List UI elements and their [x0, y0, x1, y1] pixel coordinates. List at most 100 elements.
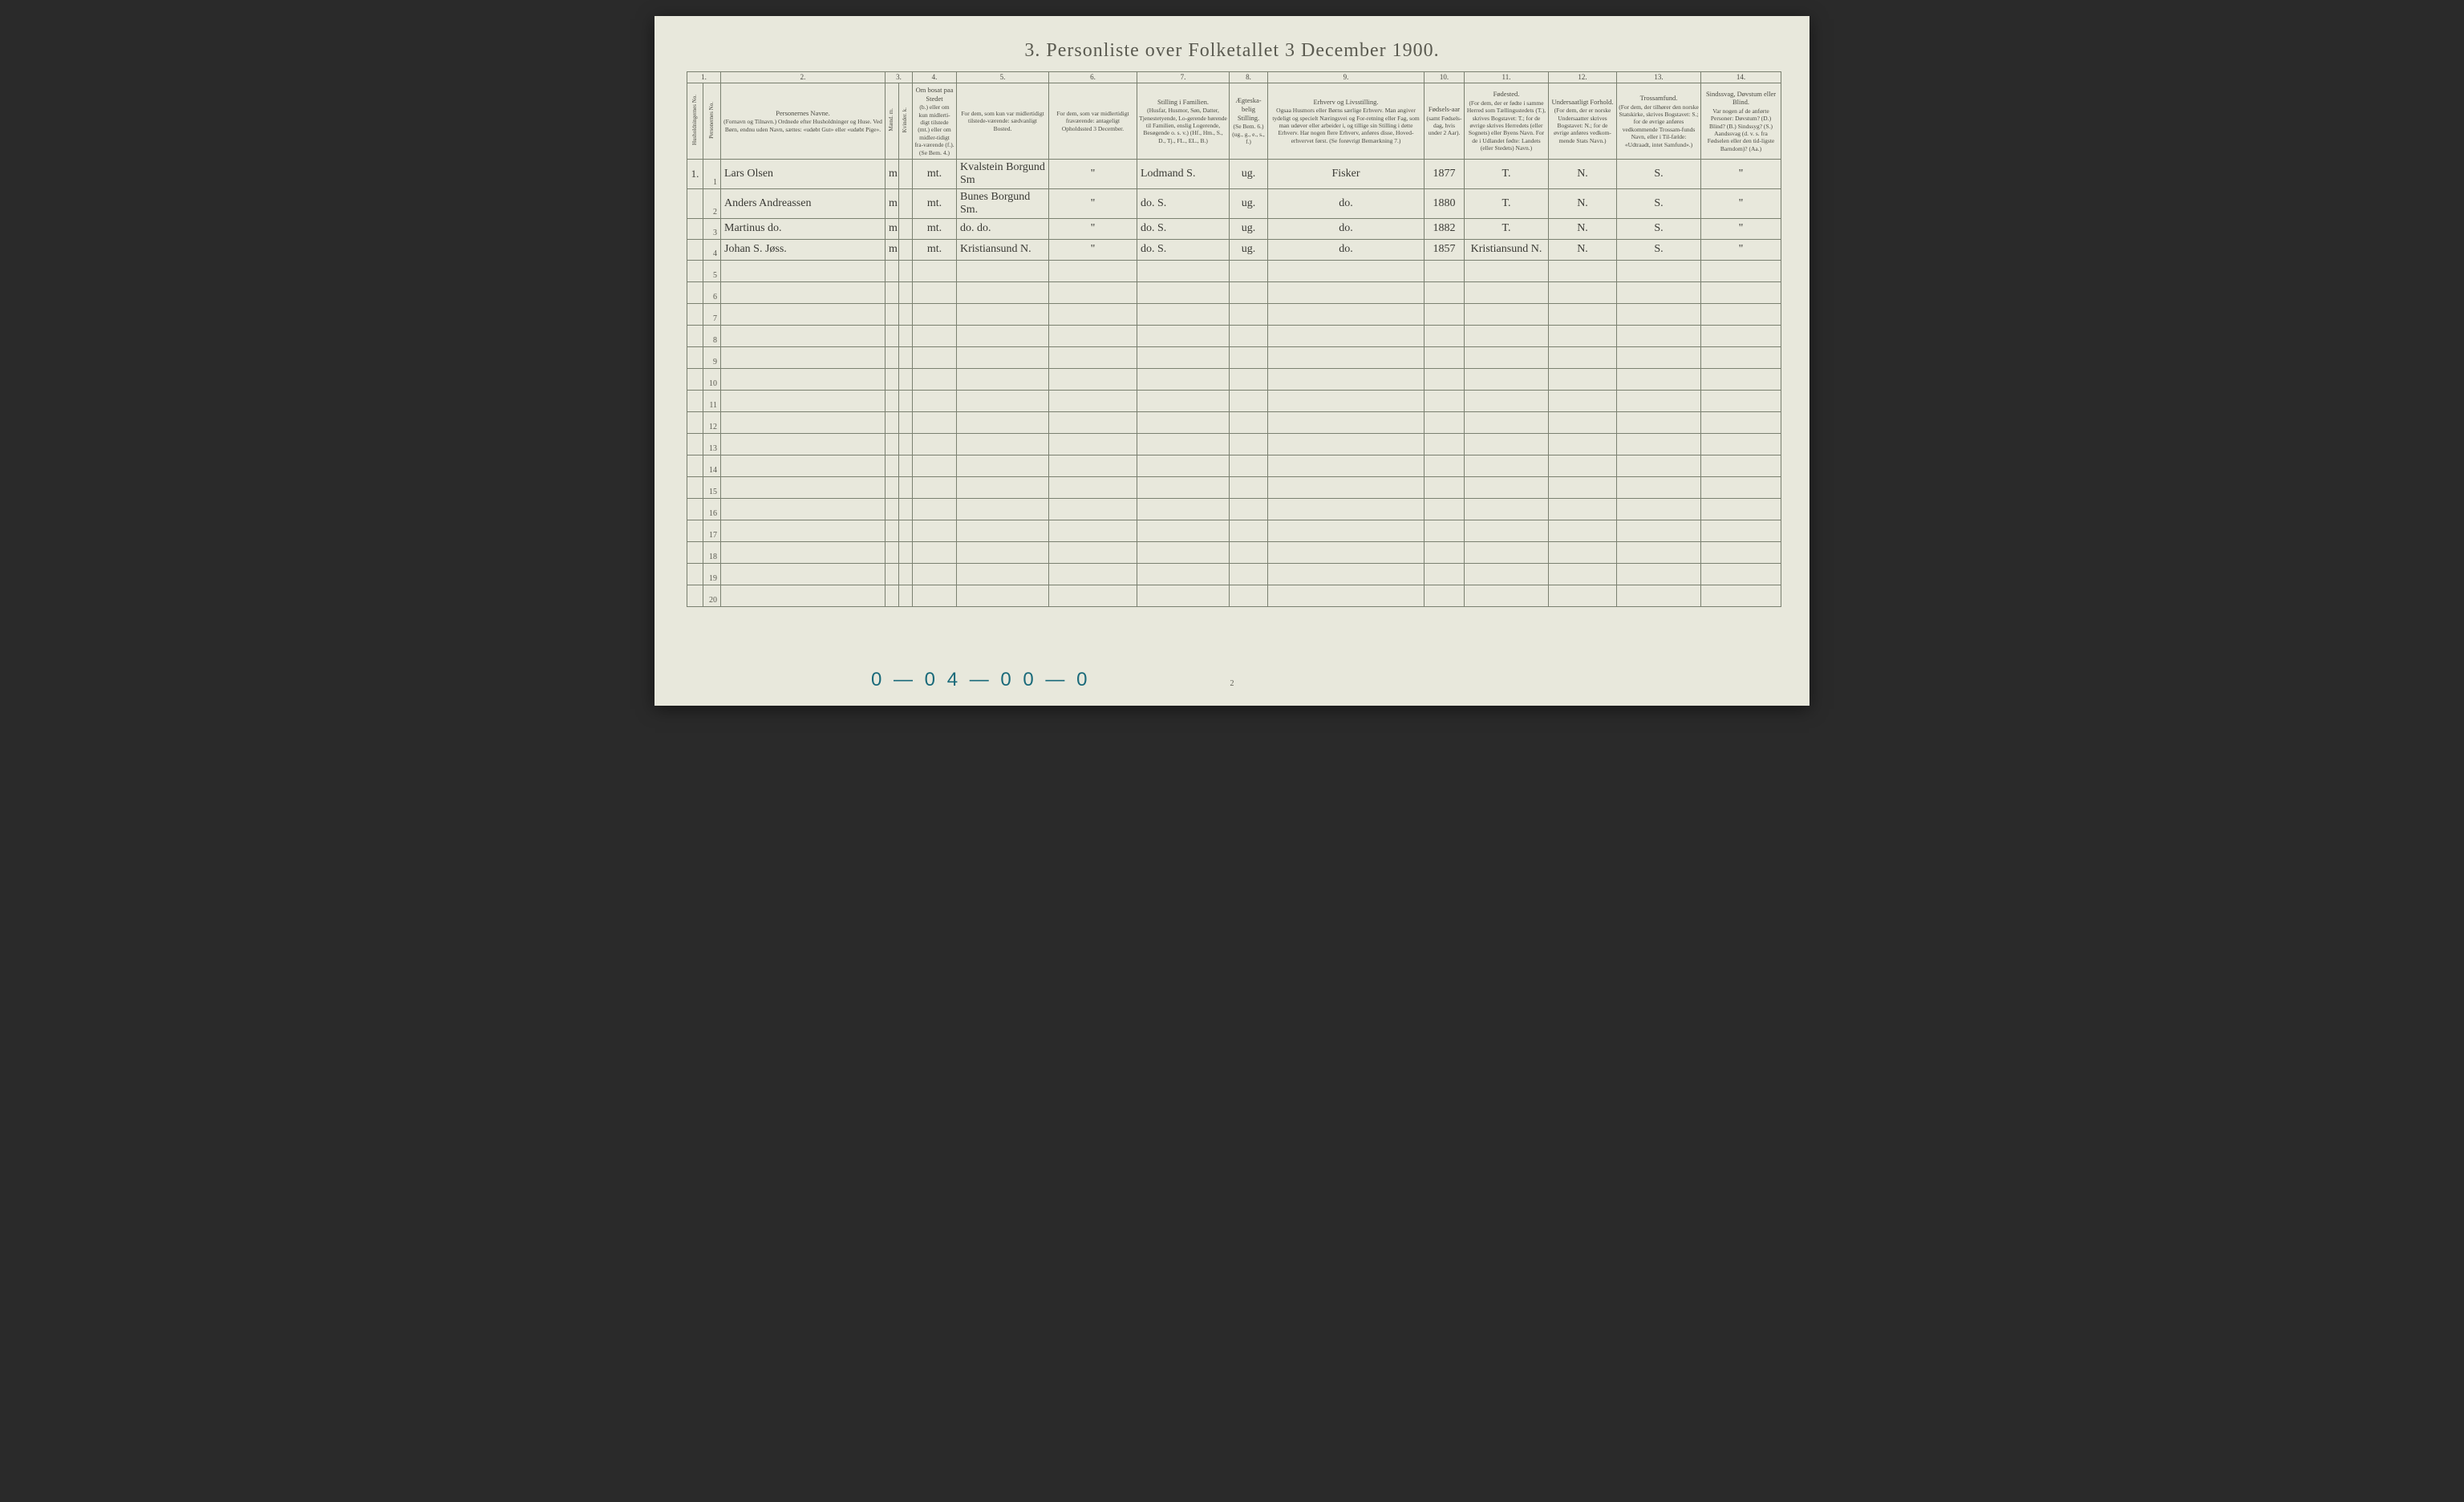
cell-family-position — [1137, 260, 1230, 281]
cell-sex-m: m — [886, 159, 899, 188]
cell-family-position — [1137, 303, 1230, 325]
cell-birthplace — [1465, 260, 1549, 281]
colnum-4: 4. — [913, 72, 957, 83]
table-row: 1.1Lars Olsenmmt.Kvalstein Borgund Sm"Lo… — [687, 159, 1781, 188]
cell-religion: S. — [1617, 159, 1701, 188]
cell-sex-k — [899, 498, 913, 520]
cell-person-no: 5 — [703, 260, 721, 281]
cell-family-position — [1137, 585, 1230, 606]
cell-disability — [1701, 325, 1781, 346]
cell-whereabouts — [1049, 368, 1137, 390]
cell-residence — [913, 346, 957, 368]
cell-sex-k — [899, 520, 913, 541]
cell-occupation — [1268, 476, 1424, 498]
cell-whereabouts — [1049, 541, 1137, 563]
cell-religion — [1617, 368, 1701, 390]
table-row: 3Martinus do.mmt.do. do."do. S.ug.do.188… — [687, 218, 1781, 239]
cell-name: Lars Olsen — [721, 159, 886, 188]
cell-family-position — [1137, 368, 1230, 390]
cell-birthplace — [1465, 368, 1549, 390]
cell-birth-year: 1880 — [1424, 188, 1465, 218]
cell-residence: mt. — [913, 159, 957, 188]
cell-name: Johan S. Jøss. — [721, 239, 886, 260]
table-row: 10 — [687, 368, 1781, 390]
cell-usual-residence — [957, 303, 1049, 325]
cell-birth-year — [1424, 260, 1465, 281]
cell-household-no — [687, 455, 703, 476]
cell-birth-year — [1424, 433, 1465, 455]
cell-family-position — [1137, 563, 1230, 585]
cell-sex-m — [886, 520, 899, 541]
cell-birthplace — [1465, 498, 1549, 520]
cell-sex-k — [899, 368, 913, 390]
cell-whereabouts — [1049, 498, 1137, 520]
cell-name — [721, 498, 886, 520]
cell-whereabouts: " — [1049, 239, 1137, 260]
cell-disability — [1701, 281, 1781, 303]
cell-marital — [1230, 281, 1268, 303]
cell-family-position — [1137, 411, 1230, 433]
colnum-11: 11. — [1465, 72, 1549, 83]
cell-whereabouts: " — [1049, 218, 1137, 239]
cell-birthplace — [1465, 303, 1549, 325]
cell-disability — [1701, 390, 1781, 411]
cell-nationality — [1549, 368, 1617, 390]
cell-disability — [1701, 303, 1781, 325]
table-row: 16 — [687, 498, 1781, 520]
cell-person-no: 17 — [703, 520, 721, 541]
cell-religion — [1617, 541, 1701, 563]
page-number: 2 — [1230, 679, 1234, 688]
header-14: Sindssvag, Døvstum eller Blind.Var nogen… — [1701, 83, 1781, 160]
cell-occupation: Fisker — [1268, 159, 1424, 188]
cell-birth-year — [1424, 585, 1465, 606]
cell-household-no — [687, 520, 703, 541]
header-10: Fødsels-aar(samt Fødsels-dag, hvis under… — [1424, 83, 1465, 160]
cell-nationality — [1549, 585, 1617, 606]
cell-disability — [1701, 563, 1781, 585]
colnum-7: 7. — [1137, 72, 1230, 83]
colnum-8: 8. — [1230, 72, 1268, 83]
cell-whereabouts — [1049, 303, 1137, 325]
cell-birthplace — [1465, 325, 1549, 346]
cell-sex-m — [886, 563, 899, 585]
cell-marital — [1230, 303, 1268, 325]
colnum-10: 10. — [1424, 72, 1465, 83]
cell-religion — [1617, 346, 1701, 368]
cell-birth-year: 1877 — [1424, 159, 1465, 188]
cell-household-no — [687, 281, 703, 303]
cell-person-no: 20 — [703, 585, 721, 606]
cell-usual-residence — [957, 541, 1049, 563]
cell-family-position: Lodmand S. — [1137, 159, 1230, 188]
cell-birth-year — [1424, 325, 1465, 346]
cell-disability — [1701, 476, 1781, 498]
cell-residence — [913, 476, 957, 498]
cell-religion — [1617, 281, 1701, 303]
cell-name — [721, 368, 886, 390]
cell-birthplace — [1465, 520, 1549, 541]
cell-nationality: N. — [1549, 188, 1617, 218]
cell-sex-k — [899, 541, 913, 563]
cell-nationality — [1549, 563, 1617, 585]
cell-occupation — [1268, 390, 1424, 411]
cell-birth-year — [1424, 346, 1465, 368]
cell-family-position — [1137, 433, 1230, 455]
cell-residence — [913, 433, 957, 455]
cell-birthplace: T. — [1465, 218, 1549, 239]
cell-nationality — [1549, 325, 1617, 346]
cell-occupation: do. — [1268, 239, 1424, 260]
cell-birth-year — [1424, 455, 1465, 476]
cell-sex-k — [899, 563, 913, 585]
census-page: 3. Personliste over Folketallet 3 Decemb… — [654, 16, 1810, 706]
colnum-5: 5. — [957, 72, 1049, 83]
cell-birthplace — [1465, 433, 1549, 455]
cell-family-position — [1137, 281, 1230, 303]
cell-occupation — [1268, 260, 1424, 281]
cell-household-no — [687, 218, 703, 239]
cell-birthplace — [1465, 346, 1549, 368]
cell-name — [721, 260, 886, 281]
colnum-14: 14. — [1701, 72, 1781, 83]
cell-birth-year — [1424, 476, 1465, 498]
cell-marital — [1230, 346, 1268, 368]
cell-name — [721, 325, 886, 346]
cell-nationality — [1549, 433, 1617, 455]
